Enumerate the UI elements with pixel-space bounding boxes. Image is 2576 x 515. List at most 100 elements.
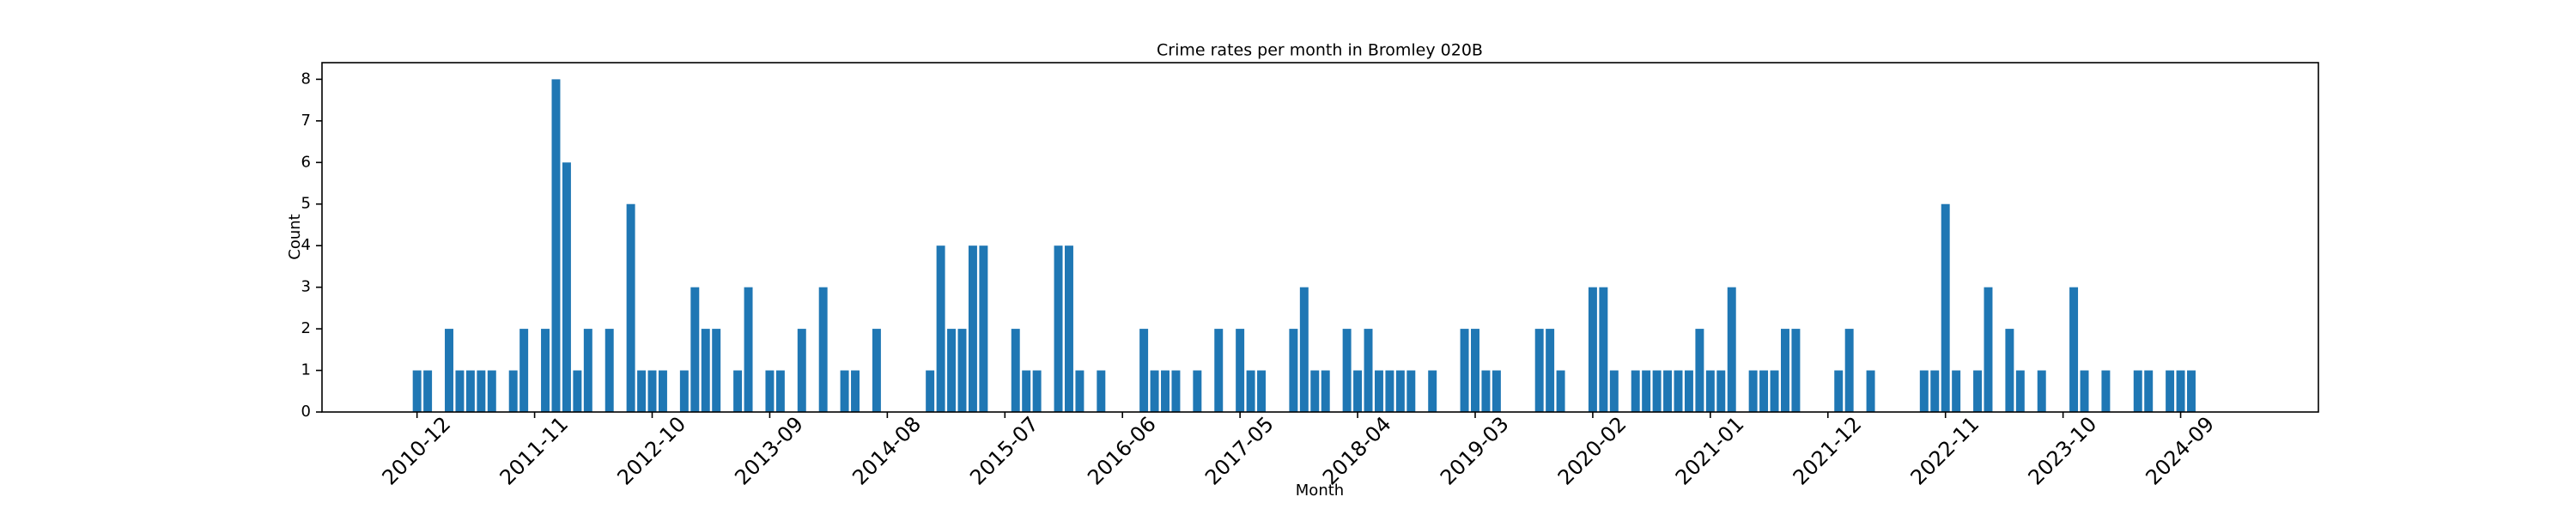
bar	[1075, 370, 1084, 412]
bar	[1406, 370, 1416, 412]
bar	[851, 370, 860, 412]
bar	[679, 370, 689, 412]
bar	[1471, 329, 1479, 412]
bar	[1299, 287, 1309, 412]
bar	[1844, 329, 1854, 412]
bar	[465, 370, 475, 412]
bar	[423, 370, 433, 412]
bar	[1022, 370, 1031, 412]
bar	[1663, 370, 1673, 412]
bar	[1866, 370, 1875, 412]
bar	[455, 370, 465, 412]
bar	[1097, 370, 1106, 412]
bar	[1631, 370, 1640, 412]
bar	[797, 329, 806, 412]
bar	[840, 370, 849, 412]
bar	[2101, 370, 2111, 412]
bar	[926, 370, 935, 412]
bar	[1609, 370, 1619, 412]
bar	[1246, 370, 1255, 412]
bar	[519, 329, 529, 412]
bar	[1364, 329, 1373, 412]
bar	[1032, 370, 1042, 412]
bar	[1139, 329, 1149, 412]
bar	[637, 370, 647, 412]
bar	[1834, 370, 1844, 412]
bar	[551, 79, 561, 412]
bar	[1952, 370, 1961, 412]
bar	[2015, 370, 2025, 412]
y-tick-label: 4	[301, 236, 311, 254]
bar	[979, 245, 988, 412]
bar	[1705, 370, 1715, 412]
bar	[1193, 370, 1202, 412]
bar	[765, 370, 775, 412]
bar	[1353, 370, 1363, 412]
bar	[1054, 245, 1063, 412]
bar	[1727, 287, 1736, 412]
bar	[775, 370, 785, 412]
bar	[2187, 370, 2196, 412]
bar	[412, 370, 422, 412]
y-tick-label: 3	[301, 278, 311, 296]
bar	[1214, 329, 1224, 412]
bar	[1748, 370, 1758, 412]
bar	[1973, 370, 1983, 412]
bar	[626, 203, 635, 412]
bar	[1642, 370, 1651, 412]
bar	[2005, 329, 2014, 412]
bar	[1546, 329, 1555, 412]
bar	[968, 245, 977, 412]
bar	[1342, 329, 1352, 412]
bar	[1930, 370, 1940, 412]
bar	[1919, 370, 1929, 412]
bar	[1492, 370, 1501, 412]
bar	[573, 370, 582, 412]
bar	[2144, 370, 2154, 412]
bar	[1984, 287, 1993, 412]
bar	[508, 370, 518, 412]
bar	[744, 287, 753, 412]
bar	[1321, 370, 1330, 412]
bar	[872, 329, 881, 412]
bar	[1588, 287, 1597, 412]
bar	[2133, 370, 2142, 412]
bar	[1941, 203, 1950, 412]
bar	[712, 329, 721, 412]
bar	[1289, 329, 1298, 412]
y-axis-label: Count	[286, 214, 304, 259]
bar	[477, 370, 486, 412]
bar	[1716, 370, 1726, 412]
bar	[701, 329, 710, 412]
bar	[2080, 370, 2089, 412]
bar	[1150, 370, 1159, 412]
bar	[1781, 329, 1789, 412]
y-tick-label: 2	[301, 319, 311, 337]
bar	[1791, 329, 1801, 412]
bar	[1428, 370, 1437, 412]
bar	[487, 370, 496, 412]
bar	[1770, 370, 1779, 412]
y-tick-label: 0	[301, 403, 311, 421]
y-tick-label: 8	[301, 70, 311, 88]
bar	[583, 329, 592, 412]
bar	[1460, 329, 1469, 412]
bar	[1236, 329, 1245, 412]
bar	[957, 329, 967, 412]
bar	[1684, 370, 1693, 412]
bar	[1064, 245, 1073, 412]
bar	[647, 370, 657, 412]
bar	[1599, 287, 1608, 412]
bar	[1171, 370, 1181, 412]
bar	[1759, 370, 1769, 412]
plot-frame	[321, 62, 2319, 413]
bar	[1695, 329, 1704, 412]
x-axis-label: Month	[1296, 482, 1344, 500]
bar	[562, 162, 571, 413]
bar	[2069, 287, 2079, 412]
bar	[605, 329, 614, 412]
y-tick-label: 7	[301, 112, 311, 130]
